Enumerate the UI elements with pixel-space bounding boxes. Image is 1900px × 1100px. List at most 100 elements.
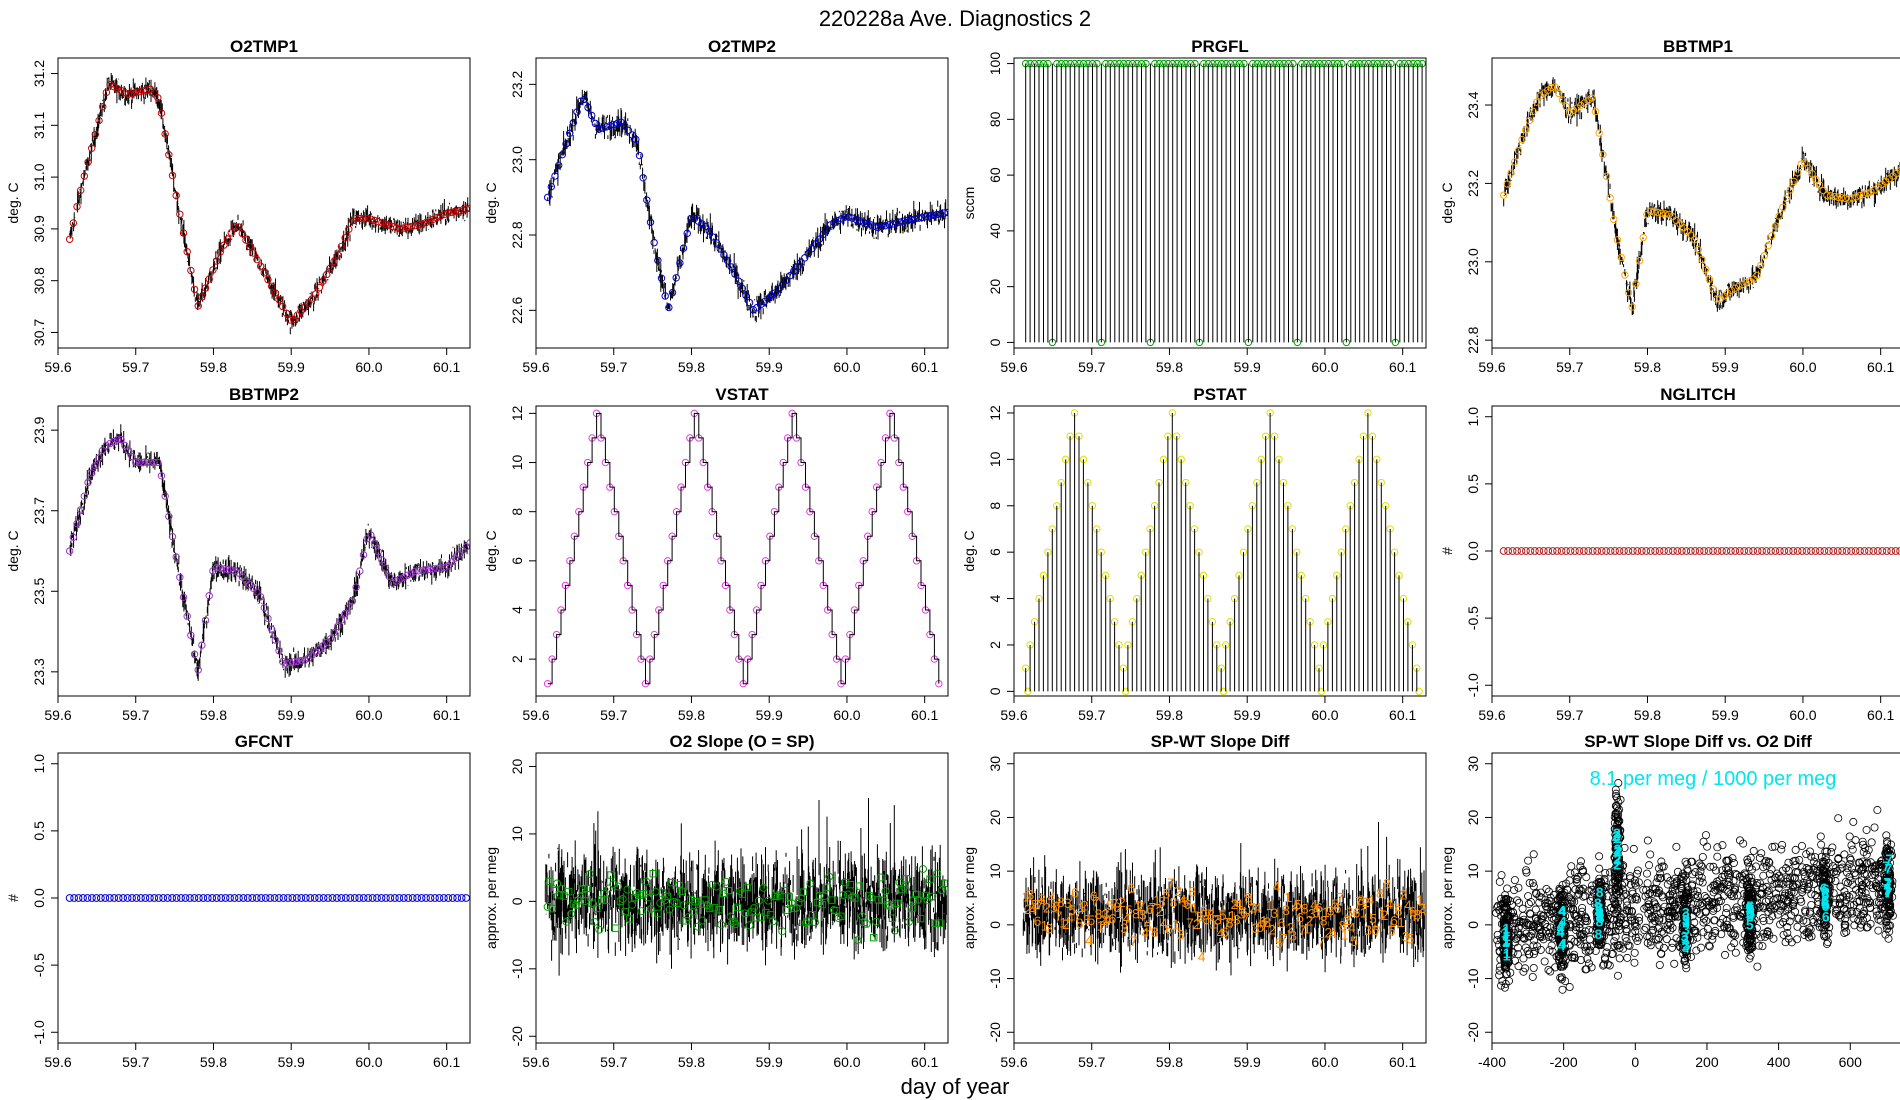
data-point (1821, 853, 1830, 862)
data-point (1842, 868, 1851, 877)
data-label: 8 (1057, 894, 1065, 910)
data-point (1588, 94, 1596, 102)
data-point (168, 894, 177, 902)
data-point (745, 298, 754, 307)
data-point (904, 917, 913, 926)
data-point (390, 894, 399, 902)
data-point (1605, 927, 1614, 936)
data-label: 3 (1682, 911, 1690, 927)
data-point (1610, 215, 1618, 224)
data-point (400, 573, 408, 581)
data-label: 3 (1681, 939, 1689, 955)
data-point (1833, 547, 1842, 555)
data-label: 7 (1167, 875, 1175, 891)
data-label: 7 (1280, 931, 1288, 947)
data-point (1768, 843, 1777, 852)
data-point (91, 130, 100, 139)
data-label: 1 (1501, 925, 1509, 941)
data-point (1802, 850, 1811, 859)
data-point (1528, 878, 1537, 887)
data-point (1836, 882, 1845, 891)
data-point (663, 892, 671, 901)
x-tick-label: 59.7 (122, 359, 149, 375)
data-label: 7 (1883, 875, 1891, 891)
data-point (1696, 867, 1705, 876)
data-point (1858, 837, 1867, 846)
data-point (649, 869, 657, 878)
data-point (326, 635, 335, 643)
data-point (1606, 194, 1614, 202)
data-point (778, 927, 787, 936)
data-point (1828, 843, 1837, 852)
data-point (1785, 917, 1794, 926)
data-point (1546, 967, 1555, 976)
data-label: 8 (1595, 900, 1603, 916)
data-point (1852, 193, 1860, 201)
data-point (1529, 964, 1538, 973)
data-point (657, 274, 666, 282)
data-point (584, 103, 592, 112)
y-tick-label: 10 (987, 451, 1003, 467)
data-label: 1 (1416, 892, 1424, 908)
data-point (458, 546, 467, 555)
data-point (1577, 101, 1585, 110)
data-label: 3 (1177, 927, 1185, 943)
data-label: 1 (1266, 897, 1274, 913)
data-label: 2 (1193, 916, 1201, 932)
data-point (874, 223, 882, 232)
data-label: 1 (1078, 899, 1086, 915)
data-label: 4 (1329, 925, 1337, 941)
x-tick-label: 600 (1839, 1054, 1863, 1070)
data-point (632, 135, 640, 144)
data-label: 3 (1064, 895, 1072, 911)
y-tick-label: 30.8 (31, 267, 47, 294)
y-axis-label: # (5, 894, 21, 902)
data-point (1847, 841, 1856, 850)
data-point (1851, 547, 1860, 555)
plot-area: 1234567812345678123456781234567812345678… (1022, 821, 1426, 976)
data-label: 5 (1050, 899, 1058, 915)
data-point (604, 884, 613, 893)
data-label: 2 (1137, 898, 1145, 914)
y-tick-label: 20 (987, 809, 1003, 825)
data-point (159, 894, 168, 902)
data-point (128, 894, 136, 902)
y-tick-label: 2 (509, 655, 525, 663)
y-tick-label: -1.0 (1465, 673, 1481, 697)
y-tick-label: 0.5 (1465, 474, 1481, 494)
data-label: 5 (1106, 897, 1114, 913)
data-point (1670, 901, 1679, 910)
y-tick-label: 1.0 (31, 754, 47, 774)
data-point (1543, 899, 1552, 908)
data-label: 8 (1207, 907, 1215, 923)
data-point (1534, 922, 1543, 931)
data-point (823, 225, 831, 234)
data-point (1657, 874, 1666, 883)
data-label: 6 (1259, 913, 1267, 929)
data-point (1829, 547, 1838, 555)
data-point (154, 894, 163, 902)
data-point (1553, 547, 1562, 555)
data-point (1561, 921, 1570, 930)
data-point (407, 569, 415, 578)
data-point (124, 90, 133, 98)
data-point (1500, 923, 1509, 932)
data-point (1885, 908, 1894, 917)
data-point (1599, 961, 1608, 970)
data-point (1603, 960, 1612, 969)
data-point (1556, 892, 1565, 901)
data-point (1655, 864, 1664, 873)
data-point (319, 277, 327, 285)
data-point (1650, 898, 1659, 907)
data-point (106, 81, 114, 89)
data-point (1682, 935, 1691, 944)
data-point (1595, 852, 1604, 861)
data-label: 8 (1594, 903, 1602, 919)
y-tick-label: 23.2 (1465, 170, 1481, 197)
data-point (749, 306, 758, 314)
data-label: 8 (1245, 890, 1253, 906)
data-point (110, 82, 118, 91)
data-point (1593, 547, 1602, 555)
